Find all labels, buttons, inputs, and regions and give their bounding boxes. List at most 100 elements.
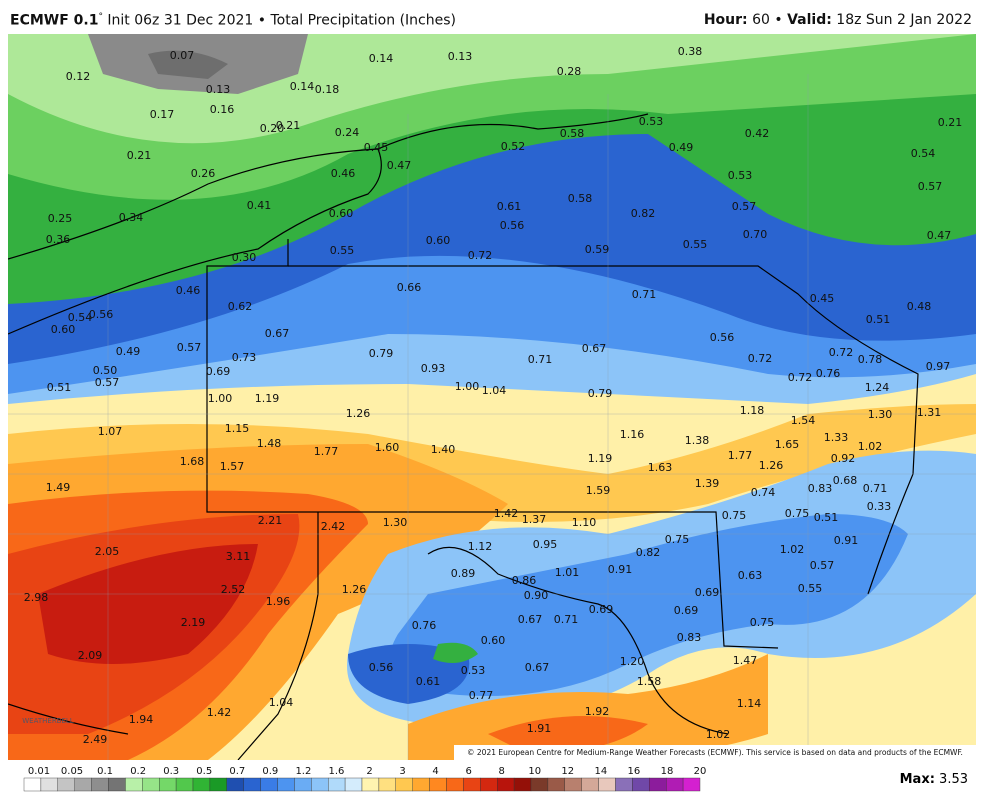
map-value: 0.38 [678,45,703,58]
colorbar-swatch [142,777,160,792]
colorbar-swatch [57,777,75,792]
map-value: 0.78 [858,353,883,366]
map-value: 0.30 [232,251,257,264]
map-value: 0.95 [533,538,558,551]
colorbar-tick-label: 0.05 [61,766,83,777]
map-value: 0.57 [177,341,202,354]
state-line [427,546,729,735]
map-value: 1.02 [706,728,731,741]
map-value: 0.66 [397,281,422,294]
map-value: 0.70 [743,228,768,241]
map-value: 0.56 [500,219,525,232]
map-value: 1.77 [314,445,339,458]
map-value: 0.53 [461,664,486,677]
colorbar-swatch [361,777,380,792]
map-value: 0.60 [481,634,506,647]
map-value: 0.83 [677,631,702,644]
map-value: 1.58 [637,675,662,688]
map-value: 0.21 [938,116,963,129]
map-value: 0.63 [738,569,763,582]
map-value: 1.26 [346,407,371,420]
state-line [237,512,319,760]
max-label: Max: [899,772,935,787]
map-value: 1.54 [791,414,816,427]
map-value: 1.19 [588,452,613,465]
map-value: 0.71 [632,288,657,301]
map-value: 0.53 [639,115,664,128]
colorbar-swatch [328,777,346,792]
colorbar-swatch [513,777,532,792]
state-line [288,265,919,595]
map-value: 0.12 [66,70,91,83]
map-value: 0.07 [170,49,195,62]
map-value: 1.33 [824,431,849,444]
colorbar-swatch [666,777,684,792]
map-value: 0.59 [585,243,610,256]
map-value: 1.20 [620,655,645,668]
map-value: 2.09 [78,649,103,662]
colorbar-swatch [277,777,295,792]
map-value: 0.62 [228,300,253,313]
borders [8,113,919,760]
map-value: 0.67 [525,661,550,674]
map-value: 0.47 [387,159,412,172]
map-value: 0.14 [290,80,315,93]
colorbar-tick-label: 16 [628,766,641,777]
colorbar-tick-label: 14 [594,766,607,777]
map-value: 0.57 [95,376,120,389]
map-value: 0.75 [665,533,690,546]
map-value: 0.18 [315,83,340,96]
map-value: 1.02 [780,543,805,556]
map-value: 0.71 [863,482,888,495]
map-value: 1.38 [685,434,710,447]
colorbar-swatch [294,777,312,792]
map-value: 1.37 [522,513,547,526]
header-right: Hour: 60 • Valid: 18z Sun 2 Jan 2022 [704,12,972,28]
colorbar-swatch [311,777,329,792]
map-value: 1.96 [266,595,291,608]
map-value: 2.21 [258,514,283,527]
map-value: 0.83 [808,482,833,495]
map-value: 0.24 [335,126,360,139]
map-value: 0.61 [497,200,522,213]
map-value: 1.14 [737,697,762,710]
map-value: 0.76 [412,619,437,632]
degree: ° [98,12,103,22]
map-value: 0.77 [469,689,494,702]
map-value: 0.69 [674,604,699,617]
map-value: 1.77 [728,449,753,462]
map-value: 0.13 [448,50,473,63]
map-value: 0.58 [568,192,593,205]
colorbar-swatch [497,777,515,792]
colorbar-swatch [344,777,363,792]
map-value: 0.67 [518,613,543,626]
colorbar: 0.01 0.05 0.1 0.2 0.3 0.5 0.7 0.9 1.2 1.6 2 3 4 6 8 10 1… [23,766,706,792]
map-value: 1.07 [98,425,123,438]
field-gray-dark [148,50,228,79]
map-value: 1.57 [220,460,245,473]
map-value: 1.19 [255,392,280,405]
colorbar-swatch [412,777,430,792]
hour-label: Hour: [703,12,748,28]
separator: • [257,12,267,29]
map-value: 0.20 [260,122,285,135]
map-value: 0.46 [176,284,201,297]
colorbar-swatch [40,777,59,792]
map-value: 1.47 [733,654,758,667]
map-value: 0.36 [46,233,71,246]
colorbar-tick-label: 0.5 [196,766,212,777]
colorbar-swatch [23,777,42,792]
map-value: 1.94 [129,713,154,726]
map-value: 0.72 [468,249,493,262]
colorbar-tick-label: 0.3 [163,766,179,777]
map-value: 2.49 [83,733,108,746]
map-value: 1.91 [527,722,552,735]
colorbar-tick-label: 1.6 [328,766,344,777]
colorbar-swatch [463,777,481,792]
map-value: 0.82 [631,207,656,220]
map-value: 0.71 [528,353,553,366]
map-value: 0.72 [829,346,854,359]
map-value: 2.52 [221,583,246,596]
map-value: 0.97 [926,360,951,373]
colorbar-swatch [125,777,143,792]
